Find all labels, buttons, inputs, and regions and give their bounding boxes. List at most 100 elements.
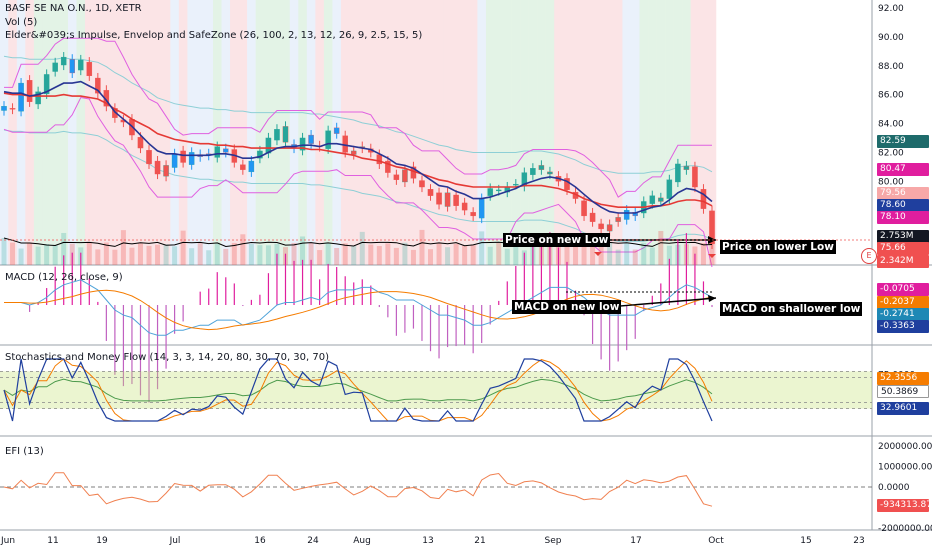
volume-bar	[496, 243, 502, 265]
candle-body	[376, 154, 383, 165]
price-value-tag: 79.56	[877, 187, 929, 200]
candle-body	[52, 62, 58, 72]
volume-bar	[189, 248, 195, 265]
candle-body	[282, 126, 289, 143]
impulse-bar	[707, 0, 717, 265]
time-axis-label: 21	[474, 536, 486, 546]
macd-value-tag: -0.2037	[877, 296, 929, 309]
impulse-bar	[289, 0, 299, 265]
volume-bar	[248, 243, 254, 265]
candle-body	[427, 189, 434, 196]
impulse-bar	[494, 0, 504, 265]
volume-bar	[504, 248, 510, 265]
efi-indicator-label[interactable]: EFI (13)	[5, 446, 44, 457]
volume-bar	[223, 248, 229, 265]
impulse-bar	[161, 0, 171, 265]
impulse-bar	[690, 0, 700, 265]
stoch-value-tag: 52.3556	[877, 372, 929, 385]
macd-trend-arrowhead	[708, 295, 716, 302]
volume-bar	[334, 248, 340, 265]
volume-bar	[581, 245, 587, 265]
stoch-d-line	[3, 358, 713, 422]
candle-body	[666, 179, 673, 199]
impulse-bar	[417, 0, 427, 265]
macd-value-tag: -0.2741	[877, 308, 929, 321]
impulse-bar	[170, 0, 180, 265]
impulse-bar	[468, 0, 478, 265]
candle-body	[146, 150, 152, 165]
impulse-bar	[545, 0, 555, 265]
candle-body	[700, 189, 707, 209]
volume-bar	[573, 244, 579, 265]
volume-bar	[206, 250, 212, 265]
impulse-bar	[656, 0, 666, 265]
macd-value-tag: -0.0705	[877, 283, 929, 296]
volume-bar	[300, 236, 306, 265]
candle-body	[478, 198, 485, 219]
price-value-tag: 2.342M	[877, 255, 929, 268]
volume-bar	[351, 246, 357, 265]
macd-value-tag: -0.3363	[877, 320, 929, 333]
time-axis-label: 11	[47, 536, 59, 546]
candle-body	[615, 217, 621, 222]
price-axis-label: 92.00	[878, 4, 904, 14]
efi-pane	[0, 472, 872, 507]
candle-body	[658, 197, 664, 202]
candle-body	[589, 212, 596, 222]
elder-indicator-label[interactable]: Elder&#039;s Impulse, Envelop and SafeZo…	[5, 30, 423, 41]
volume-bar	[197, 242, 203, 265]
volume-bar	[61, 232, 67, 265]
impulse-bar	[434, 0, 444, 265]
volume-bar	[146, 245, 152, 265]
volume-bar	[35, 246, 41, 265]
low-marker	[594, 252, 602, 256]
volume-bar	[86, 242, 92, 265]
impulse-bar	[639, 0, 649, 265]
candle-body	[461, 202, 468, 211]
impulse-bar	[238, 0, 248, 265]
time-axis-label: 19	[96, 536, 108, 546]
stochastics-pane	[0, 358, 872, 422]
earnings-icon[interactable]: E	[861, 248, 877, 264]
volume-bar	[95, 249, 101, 265]
impulse-bar	[460, 0, 470, 265]
macd-signal-line	[4, 289, 713, 331]
efi-axis-label: -2000000.0000	[878, 524, 932, 534]
impulse-bar	[596, 0, 606, 265]
time-axis-label: 13	[422, 536, 434, 546]
volume-bar	[564, 244, 570, 265]
candle-body	[240, 164, 246, 170]
candle-body	[214, 146, 221, 158]
candle-body	[436, 192, 442, 205]
annotation-price-new-low: Price on new Low	[503, 233, 611, 247]
impulse-bar	[221, 0, 231, 265]
annotation-macd-new-low: MACD on new low	[512, 300, 622, 314]
impulse-bar	[537, 0, 546, 265]
impulse-bar	[0, 0, 9, 265]
impulse-bar	[392, 0, 401, 265]
volume-bar	[103, 242, 109, 265]
time-axis-label: 16	[254, 536, 266, 546]
volume-indicator-label[interactable]: Vol (5)	[5, 17, 38, 28]
stoch-k-line	[3, 358, 713, 422]
impulse-bar	[511, 0, 521, 265]
candle-body	[18, 82, 24, 112]
volume-bar	[18, 248, 24, 265]
volume-bar	[700, 243, 706, 265]
impulse-bar	[298, 0, 308, 265]
time-axis-label: 24	[307, 536, 319, 546]
stochastics-indicator-label[interactable]: Stochastics and Money Flow (14, 3, 3, 14…	[5, 352, 330, 363]
volume-bar	[129, 247, 135, 265]
candle-body	[188, 152, 195, 165]
stoch-band	[0, 371, 872, 409]
volume-bar	[120, 230, 126, 265]
stoch-value-tag: 32.9601	[877, 402, 929, 415]
volume-bar	[27, 243, 33, 265]
volume-bar	[453, 243, 459, 265]
macd-indicator-label[interactable]: MACD (12, 26, close, 9)	[5, 272, 123, 283]
candle-body	[402, 169, 408, 183]
volume-bar	[470, 245, 476, 265]
impulse-bar	[426, 0, 436, 265]
candle-body	[154, 160, 161, 175]
